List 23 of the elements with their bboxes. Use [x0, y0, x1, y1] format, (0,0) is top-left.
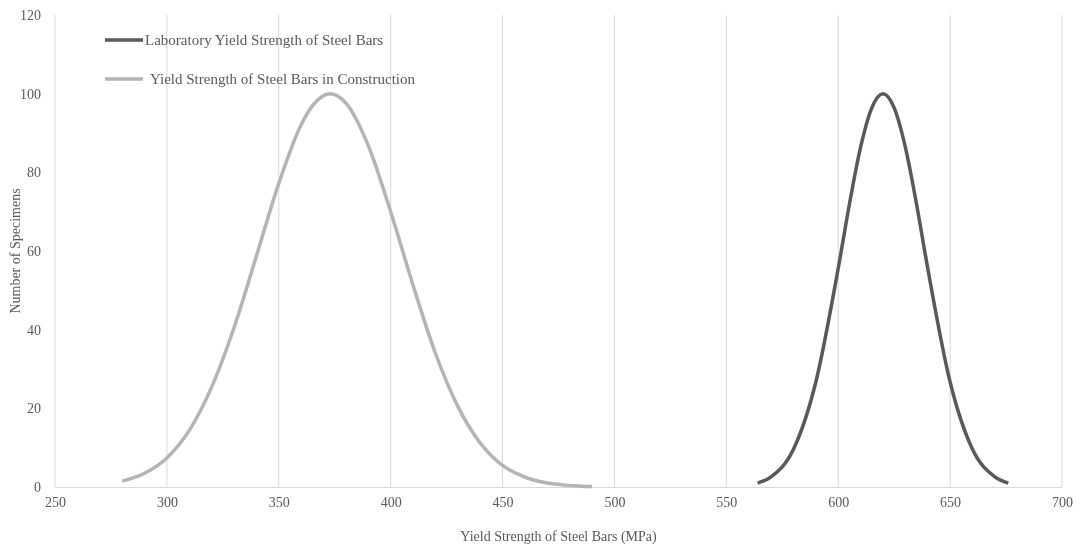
legend-label: Yield Strength of Steel Bars in Construction	[150, 71, 416, 87]
x-tick-label: 400	[380, 494, 402, 510]
y-tick-label: 20	[27, 401, 41, 417]
x-tick-label: 300	[156, 494, 178, 510]
y-tick-label: 40	[27, 322, 41, 338]
x-tick-label: 500	[604, 494, 626, 510]
y-tick-label: 0	[34, 479, 41, 495]
x-tick-label: 450	[492, 494, 514, 510]
y-tick-label: 60	[27, 243, 41, 259]
x-tick-label: 650	[940, 494, 962, 510]
line-series	[755, 91, 1011, 485]
x-tick-label: 700	[1052, 494, 1073, 510]
x-tick-label: 600	[828, 494, 850, 510]
x-tick-label: 250	[45, 494, 66, 510]
y-tick-label: 80	[27, 165, 41, 181]
y-tick-label: 100	[20, 86, 41, 102]
legend-label: Laboratory Yield Strength of Steel Bars	[145, 32, 384, 48]
line-series	[120, 91, 594, 489]
x-tick-label: 550	[716, 494, 738, 510]
x-tick-label: 350	[268, 494, 290, 510]
y-axis-title: Number of Specimens	[8, 188, 23, 314]
x-axis-title: Yield Strength of Steel Bars (MPa)	[460, 529, 658, 545]
y-tick-label: 120	[20, 7, 41, 23]
